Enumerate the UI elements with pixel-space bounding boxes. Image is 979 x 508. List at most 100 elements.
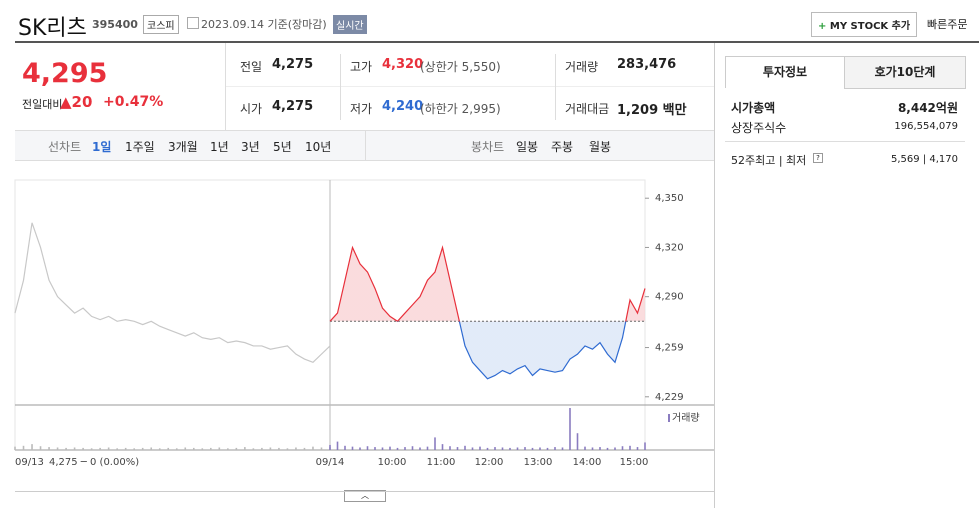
volume-bar (441, 444, 444, 450)
tab-label[interactable]: 봉차트 (471, 140, 505, 154)
quick-order[interactable]: 빠른주문 (927, 18, 968, 31)
volume-bar (381, 447, 384, 450)
quote-value: 4,275 (272, 57, 314, 72)
volume-bar (99, 447, 101, 450)
price-line (14, 222, 331, 364)
volume-bar (389, 446, 391, 450)
volume-bar (599, 447, 601, 450)
mystock-button[interactable]: + MY STOCK 추가 (811, 12, 918, 37)
tab-label[interactable]: 선차트 (48, 140, 82, 154)
period-tab[interactable]: 1주일 (125, 140, 155, 154)
volume-bar (509, 447, 511, 450)
volume-legend-swatch (668, 414, 670, 422)
info-label: 52주최고 | 최저 (731, 154, 807, 167)
quote-label: 고가 (350, 60, 373, 74)
volume-bar (227, 448, 229, 450)
quote-label: 시가 (240, 102, 263, 116)
quote-value: 4,275 (272, 99, 314, 114)
y-tick-label: 4,229 (655, 392, 684, 403)
header-rule (15, 41, 979, 43)
x-tick-label: 13:00 (524, 457, 553, 468)
x-tick-label: 10:00 (378, 457, 407, 468)
quote-value: 283,476 (617, 57, 677, 72)
help-icon[interactable]: ? (813, 153, 823, 163)
volume-bar (374, 447, 376, 450)
volume-bar (329, 444, 331, 450)
volume-bar (201, 448, 204, 450)
volume-bar (456, 447, 459, 450)
volume-bar (31, 444, 33, 450)
volume-bar (359, 447, 361, 450)
volume-bar (192, 447, 195, 450)
info-tab[interactable]: 투자정보 (725, 56, 845, 88)
panel-divider (714, 43, 715, 508)
period-tab[interactable]: 1년 (210, 140, 229, 154)
candle-tab[interactable]: 일봉 (516, 140, 539, 154)
volume-bar (621, 446, 624, 450)
volume-bar (396, 447, 399, 450)
candle-tab[interactable]: 주봉 (551, 140, 574, 154)
volume-bar (48, 447, 50, 450)
volume-bar (269, 447, 272, 450)
info-value: 8,442억원 (897, 101, 958, 115)
volume-bar (569, 408, 571, 450)
calendar-icon (187, 17, 199, 29)
y-tick-label: 4,290 (655, 292, 684, 303)
x-tick-label: 09/13 (15, 457, 44, 468)
volume-bar (261, 447, 263, 450)
volume-bar (252, 448, 255, 450)
period-tab[interactable]: 3년 (241, 140, 260, 154)
volume-bar (303, 447, 306, 450)
period-tab[interactable]: 10년 (305, 140, 332, 154)
info-value: 196,554,079 (894, 121, 958, 132)
y-tick-label: 4,320 (655, 242, 684, 253)
current-price: 4,295 (22, 58, 108, 89)
volume-bar (210, 447, 212, 450)
volume-bar (286, 448, 289, 450)
volume-bar (116, 448, 118, 450)
candle-tab[interactable]: 월봉 (589, 140, 612, 154)
quote-value: 4,320 (382, 57, 424, 72)
volume-label: 거래량 (672, 412, 700, 424)
volume-bar (235, 447, 238, 450)
volume-bar (464, 445, 466, 450)
volume-bar (419, 447, 421, 450)
volume-bar (524, 447, 526, 450)
volume-bar (175, 448, 178, 450)
volume-bar (426, 446, 429, 450)
volume-bar (411, 446, 414, 450)
area-fill (330, 247, 645, 379)
x-tick-label: 12:00 (475, 457, 504, 468)
quote-note: (상한가 5,550) (420, 60, 501, 74)
volume-bar (554, 447, 556, 450)
price-line (329, 245, 646, 380)
info-label: 상장주식수 (731, 121, 787, 135)
volume-bar (479, 446, 481, 450)
quote-label: 거래대금 (565, 102, 610, 116)
plus-icon: + (818, 21, 830, 32)
period-tab[interactable]: 5년 (273, 140, 292, 154)
volume-bar (150, 447, 153, 450)
volume-bar (584, 446, 586, 450)
volume-bar (278, 447, 280, 450)
col-rule (340, 54, 341, 120)
orderbook-tab[interactable]: 호가10단계 (844, 56, 966, 89)
quote-label: 전일 (240, 60, 263, 74)
x-tick-label: 14:00 (573, 457, 602, 468)
realtime-badge[interactable]: 실시간 (333, 15, 367, 34)
volume-bar (320, 447, 323, 450)
x-tick-label: 15:00 (620, 457, 649, 468)
volume-bar (158, 448, 161, 450)
bottom-rule (15, 491, 714, 492)
volume-bar (184, 447, 187, 450)
collapse-button[interactable]: ︿ (344, 490, 386, 502)
volume-bar (486, 447, 489, 450)
volume-bar (516, 447, 519, 450)
period-tab[interactable]: 3개월 (168, 140, 198, 154)
period-tab[interactable]: 1일 (92, 140, 112, 154)
chart: 4,350 4,320 4,290 4,259 4,229 거래량 09/13 09/14 10… (14, 179, 714, 468)
volume-bar (244, 447, 246, 450)
volume-bar (124, 447, 127, 450)
quote-note: (하한가 2,995) (420, 102, 501, 116)
